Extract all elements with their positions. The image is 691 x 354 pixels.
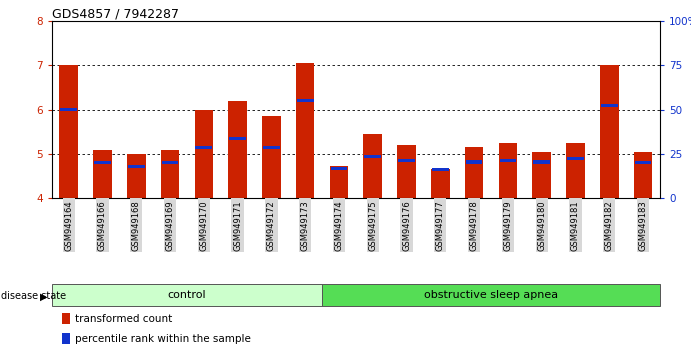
Text: GDS4857 / 7942287: GDS4857 / 7942287 (52, 7, 179, 20)
Text: control: control (168, 290, 207, 300)
Text: obstructive sleep apnea: obstructive sleep apnea (424, 290, 558, 300)
Text: ▶: ▶ (39, 291, 47, 301)
Bar (397, 145, 416, 198)
Bar (330, 167, 348, 170)
Text: GSM949179: GSM949179 (503, 200, 513, 251)
Text: GSM949168: GSM949168 (132, 200, 141, 251)
Bar (196, 146, 212, 149)
Bar (93, 150, 112, 198)
Bar (566, 143, 585, 198)
Bar (195, 110, 213, 198)
Bar (128, 165, 144, 168)
Text: GSM949181: GSM949181 (571, 200, 580, 251)
Text: GSM949174: GSM949174 (334, 200, 343, 251)
Bar (601, 104, 618, 107)
Text: GSM949173: GSM949173 (301, 200, 310, 251)
Text: percentile rank within the sample: percentile rank within the sample (75, 334, 252, 344)
Bar (52, 284, 322, 306)
Text: GSM949172: GSM949172 (267, 200, 276, 251)
Bar (466, 160, 482, 164)
Bar (532, 152, 551, 198)
Text: GSM949175: GSM949175 (368, 200, 377, 251)
Bar (296, 63, 314, 198)
Text: GSM949164: GSM949164 (64, 200, 73, 251)
Bar (465, 147, 484, 198)
Bar (127, 154, 146, 198)
Bar (634, 161, 652, 164)
Bar (600, 65, 618, 198)
Bar (634, 152, 652, 198)
Bar (499, 143, 517, 198)
Bar (161, 150, 180, 198)
Text: GSM949183: GSM949183 (638, 200, 647, 251)
Bar (330, 166, 348, 198)
Bar (363, 134, 382, 198)
Text: GSM949169: GSM949169 (166, 200, 175, 251)
Text: GSM949166: GSM949166 (98, 200, 107, 251)
Bar (228, 101, 247, 198)
Bar (94, 161, 111, 164)
Bar (263, 146, 280, 149)
Bar (364, 155, 381, 158)
Bar (60, 108, 77, 111)
Bar (59, 65, 78, 198)
Bar (398, 159, 415, 162)
Text: GSM949176: GSM949176 (402, 200, 411, 251)
Text: transformed count: transformed count (75, 314, 173, 324)
Bar (431, 170, 450, 198)
Bar (567, 157, 584, 160)
Bar (162, 161, 178, 164)
Text: GSM949180: GSM949180 (537, 200, 546, 251)
Bar (500, 159, 516, 162)
Text: disease state: disease state (1, 291, 66, 301)
Text: GSM949170: GSM949170 (199, 200, 209, 251)
Text: GSM949171: GSM949171 (233, 200, 242, 251)
Bar (322, 284, 660, 306)
Text: GSM949182: GSM949182 (605, 200, 614, 251)
Bar (297, 99, 314, 102)
Bar (432, 168, 448, 171)
Bar (229, 137, 246, 140)
Bar (533, 160, 550, 164)
Text: GSM949177: GSM949177 (436, 200, 445, 251)
Bar (262, 116, 281, 198)
Text: GSM949178: GSM949178 (470, 200, 479, 251)
